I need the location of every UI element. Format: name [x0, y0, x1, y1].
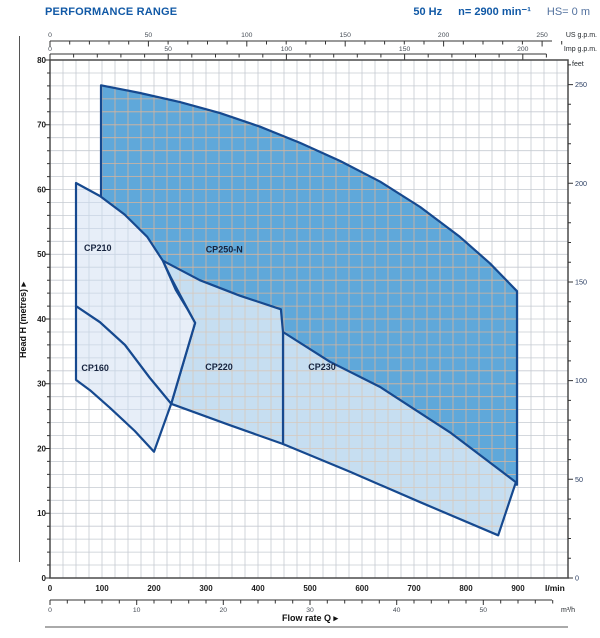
m3h-label-30: 30	[306, 607, 314, 614]
metre-label-20: 20	[37, 444, 46, 453]
header: PERFORMANCE RANGE 50 Hz n= 2900 min⁻¹ HS…	[0, 5, 600, 18]
region-label-cp230: CP230	[308, 362, 336, 372]
lmin-label-800: 800	[459, 584, 473, 593]
region-grid-cp210	[76, 183, 196, 404]
x-axis-imp-gpm	[49, 53, 547, 60]
feet-ticks	[568, 64, 573, 579]
x-axis-us-gpm	[49, 40, 563, 47]
m3h-label-0: 0	[48, 607, 52, 614]
feet-label-150: 150	[575, 278, 587, 287]
us-gpm-label-0: 0	[48, 32, 52, 39]
frequency-value: 50 Hz	[413, 6, 443, 18]
us-gpm-unit-label: US g.p.m.	[566, 32, 597, 39]
metre-label-60: 60	[37, 185, 46, 194]
suction-head-value: HS= 0 m	[546, 6, 590, 18]
m3h-label-50: 50	[480, 607, 488, 614]
us-gpm-label-100: 100	[241, 32, 253, 39]
lmin-label-900: 900	[511, 584, 525, 593]
lmin-label-700: 700	[407, 584, 421, 593]
lmin-label-200: 200	[147, 584, 161, 593]
lmin-label-600: 600	[355, 584, 369, 593]
lmin-label-0: 0	[48, 584, 53, 593]
imp-gpm-label-150: 150	[399, 46, 411, 53]
m3h-ticks	[49, 599, 554, 605]
imp-gpm-label-0: 0	[48, 46, 52, 53]
us-gpm-label-200: 200	[438, 32, 450, 39]
region-label-cp250-n: CP250-N	[206, 245, 243, 255]
m3h-label-20: 20	[220, 607, 228, 614]
imp-gpm-ticks	[49, 53, 547, 60]
metre-label-40: 40	[37, 315, 46, 324]
imp-gpm-label-50: 50	[164, 46, 172, 53]
feet-label-250: 250	[575, 80, 587, 89]
lmin-label-300: 300	[199, 584, 213, 593]
metre-label-30: 30	[37, 380, 46, 389]
feet-label-200: 200	[575, 179, 587, 188]
m3h-unit-label: m³/h	[561, 607, 575, 614]
metre-label-70: 70	[37, 121, 46, 130]
feet-label-50: 50	[575, 475, 583, 484]
lmin-label-100: 100	[95, 584, 109, 593]
us-gpm-label-250: 250	[536, 32, 548, 39]
region-border-cp230	[281, 330, 517, 537]
us-gpm-ticks	[49, 40, 563, 47]
region-cp160	[76, 306, 172, 452]
region-border-cp160	[74, 305, 173, 453]
lmin-label-500: 500	[303, 584, 317, 593]
lmin-unit-label: l/min	[545, 583, 565, 593]
us-gpm-label-150: 150	[340, 32, 352, 39]
feet-label-0: 0	[575, 574, 579, 583]
metre-label-50: 50	[37, 250, 46, 259]
feet-unit-label: feet	[572, 61, 584, 68]
m3h-label-40: 40	[393, 607, 401, 614]
rotation-speed-value: n= 2900 min⁻¹	[458, 6, 531, 18]
head-axis-label: Head H (metres) ▸	[18, 282, 28, 359]
metre-label-10: 10	[37, 509, 46, 518]
region-label-cp160: CP160	[81, 363, 109, 373]
m3h-label-10: 10	[133, 607, 141, 614]
y-axis-metres	[45, 59, 50, 579]
us-gpm-label-50: 50	[145, 32, 153, 39]
region-label-cp210: CP210	[84, 243, 112, 253]
imp-gpm-unit-label: Imp g.p.m.	[564, 46, 597, 53]
region-cp230	[283, 332, 516, 536]
metre-label-80: 80	[37, 56, 46, 65]
lmin-label-400: 400	[251, 584, 265, 593]
imp-gpm-label-100: 100	[281, 46, 293, 53]
feet-label-100: 100	[575, 376, 587, 385]
metre-ticks	[45, 59, 50, 579]
page-title: PERFORMANCE RANGE	[45, 6, 178, 18]
imp-gpm-label-200: 200	[517, 46, 529, 53]
region-cp250-n	[101, 85, 517, 485]
metre-label-0: 0	[42, 574, 47, 583]
flow-axis-label: Flow rate Q ▸	[282, 613, 339, 623]
region-label-cp220: CP220	[205, 362, 233, 372]
